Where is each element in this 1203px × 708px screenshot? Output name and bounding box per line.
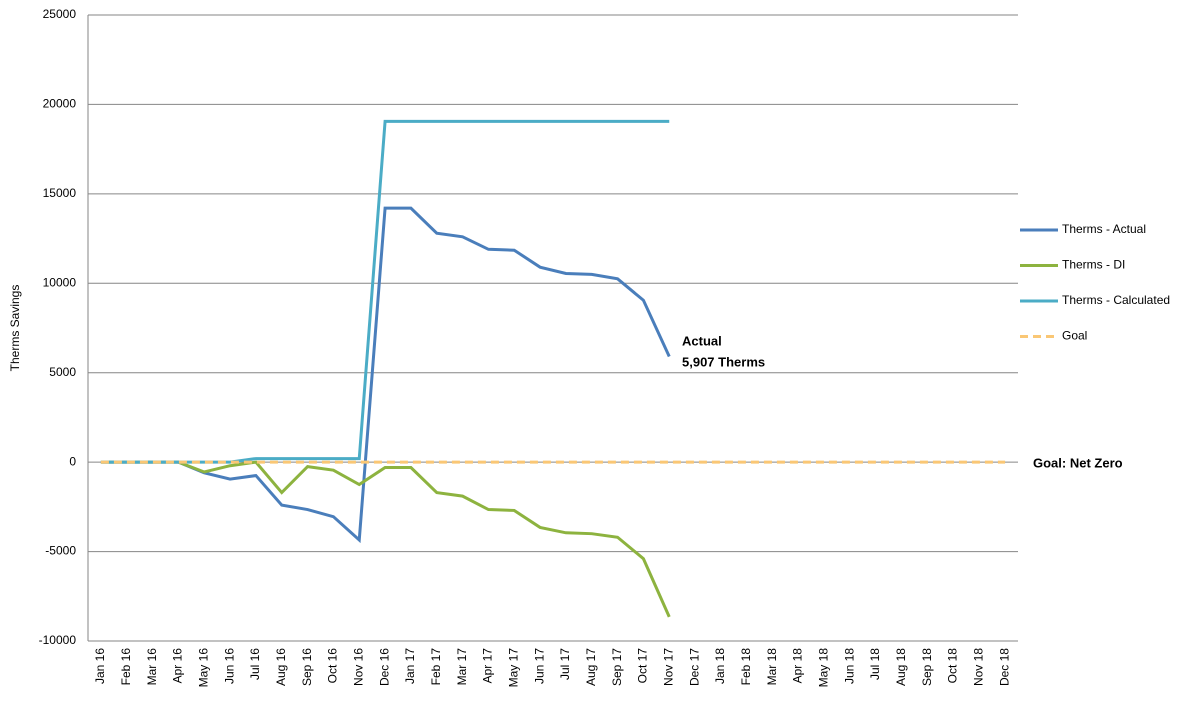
annotation: 5,907 Therms bbox=[682, 354, 765, 369]
x-tick-label: Mar 17 bbox=[455, 648, 469, 686]
y-tick-label: 0 bbox=[69, 454, 76, 468]
x-tick-label: Nov 16 bbox=[351, 648, 365, 686]
x-tick-label: Oct 18 bbox=[946, 648, 960, 684]
x-tick-label: Nov 18 bbox=[971, 648, 985, 686]
series-line bbox=[100, 460, 671, 618]
series-line bbox=[100, 206, 671, 544]
x-tick-label: Apr 16 bbox=[171, 648, 185, 684]
x-tick-label: Jan 18 bbox=[713, 648, 727, 684]
x-tick-label: Aug 17 bbox=[584, 648, 598, 686]
y-tick-label: 5000 bbox=[49, 365, 76, 379]
x-tick-label: Dec 16 bbox=[377, 648, 391, 686]
x-tick-label: May 18 bbox=[816, 648, 830, 688]
x-tick-label: Feb 16 bbox=[119, 648, 133, 686]
annotation: Goal: Net Zero bbox=[1033, 455, 1123, 470]
legend-label: Goal bbox=[1062, 329, 1087, 343]
legend-label: Therms - DI bbox=[1062, 258, 1125, 272]
x-tick-label: Aug 16 bbox=[274, 648, 288, 686]
x-tick-label: Mar 16 bbox=[145, 648, 159, 686]
x-tick-label: Feb 18 bbox=[739, 648, 753, 686]
x-tick-label: May 17 bbox=[506, 648, 520, 688]
series-line bbox=[100, 119, 670, 464]
y-tick-label: 25000 bbox=[43, 7, 77, 21]
x-tick-label: Jun 18 bbox=[842, 648, 856, 684]
y-tick-label: 15000 bbox=[43, 186, 77, 200]
x-tick-label: Sep 17 bbox=[610, 648, 624, 686]
y-tick-label: 10000 bbox=[43, 275, 77, 289]
annotation: Actual bbox=[682, 333, 722, 348]
y-tick-label: -10000 bbox=[39, 633, 77, 647]
x-tick-label: Sep 16 bbox=[300, 648, 314, 686]
x-tick-label: Dec 17 bbox=[687, 648, 701, 686]
x-tick-label: Jul 18 bbox=[868, 648, 882, 680]
x-tick-label: Aug 18 bbox=[894, 648, 908, 686]
y-axis-label: Therms Savings bbox=[8, 285, 22, 372]
x-tick-label: Jan 17 bbox=[403, 648, 417, 684]
x-tick-label: Jun 16 bbox=[222, 648, 236, 684]
x-tick-label: Jun 17 bbox=[532, 648, 546, 684]
x-tick-label: Apr 18 bbox=[791, 648, 805, 684]
x-tick-label: Feb 17 bbox=[429, 648, 443, 686]
y-tick-label: 20000 bbox=[43, 97, 77, 111]
x-tick-label: Sep 18 bbox=[920, 648, 934, 686]
legend-label: Therms - Calculated bbox=[1062, 293, 1170, 307]
y-tick-label: -5000 bbox=[45, 544, 76, 558]
x-tick-label: May 16 bbox=[196, 648, 210, 688]
x-tick-label: Jul 17 bbox=[558, 648, 572, 680]
x-tick-label: Dec 18 bbox=[997, 648, 1011, 686]
x-tick-label: Oct 16 bbox=[326, 648, 340, 684]
legend-label: Therms - Actual bbox=[1062, 222, 1146, 236]
x-tick-label: Mar 18 bbox=[765, 648, 779, 686]
x-tick-label: Apr 17 bbox=[481, 648, 495, 684]
x-tick-label: Jan 16 bbox=[93, 648, 107, 684]
x-tick-label: Nov 17 bbox=[661, 648, 675, 686]
x-tick-label: Jul 16 bbox=[248, 648, 262, 680]
x-tick-label: Oct 17 bbox=[636, 648, 650, 684]
